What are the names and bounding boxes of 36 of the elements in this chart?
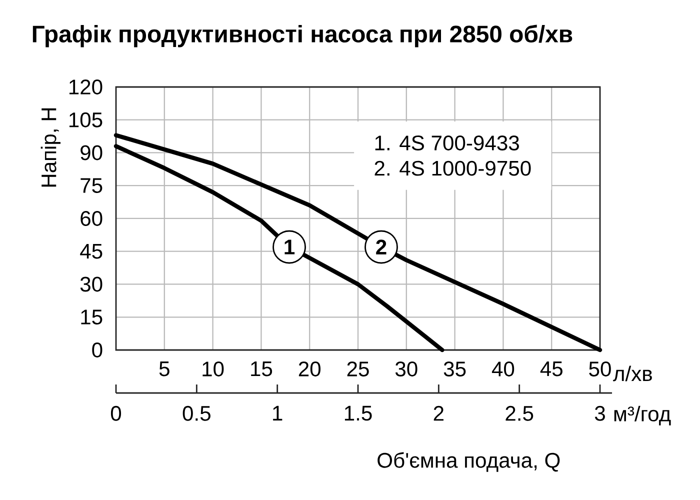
y-tick-label: 90: [80, 145, 102, 160]
x-tick-label: 40: [492, 362, 514, 376]
y-axis-title: Напір, Н: [40, 108, 60, 187]
x2-tick-label: 2.5: [506, 406, 534, 421]
x-tick-label: 35: [444, 362, 466, 376]
annotation: 1: [284, 240, 295, 254]
y-tick-label: 45: [80, 244, 102, 259]
x2-tick-label: 0: [110, 406, 122, 421]
x2-tick-label: 1: [273, 406, 282, 420]
x2-tick-label: 1.5: [344, 406, 372, 421]
x-tick-label: 30: [395, 362, 418, 376]
x-tick-label: 20: [298, 362, 320, 376]
annotation: 1. 4S 700-9433: [375, 136, 519, 150]
x-tick-label: 45: [540, 362, 562, 376]
chart-title: Графік продуктивності насоса при 2850 об/хв: [32, 24, 572, 48]
x-tick-label: 5: [159, 362, 170, 376]
x2-tick-label: 2: [434, 406, 444, 421]
x2-axis-title: м³/год: [614, 406, 671, 426]
text: Об'ємна подача, Q: [378, 452, 560, 472]
y-tick-label: 120: [69, 80, 102, 94]
x-tick-label: 10: [202, 362, 224, 376]
line-series: [114, 133, 602, 352]
x2-tick-label: 0.5: [182, 406, 210, 421]
annotation: 2. 4S 1000-9750: [374, 160, 531, 176]
y-tick-label: 105: [69, 112, 102, 128]
annotation: 2: [376, 240, 386, 254]
y-tick-label: 60: [80, 211, 102, 226]
x-tick-label: 15: [251, 362, 272, 376]
x2-tick-label: 3: [594, 406, 605, 421]
x-axis-title: л/хв: [613, 366, 652, 382]
y-tick-label: 30: [80, 276, 102, 292]
y-tick-label: 0: [92, 342, 102, 358]
x-tick-label: 50: [589, 362, 611, 376]
y-tick-label: 75: [80, 178, 102, 193]
y-tick-label: 15: [81, 310, 102, 324]
x-tick-label: 25: [347, 362, 369, 376]
